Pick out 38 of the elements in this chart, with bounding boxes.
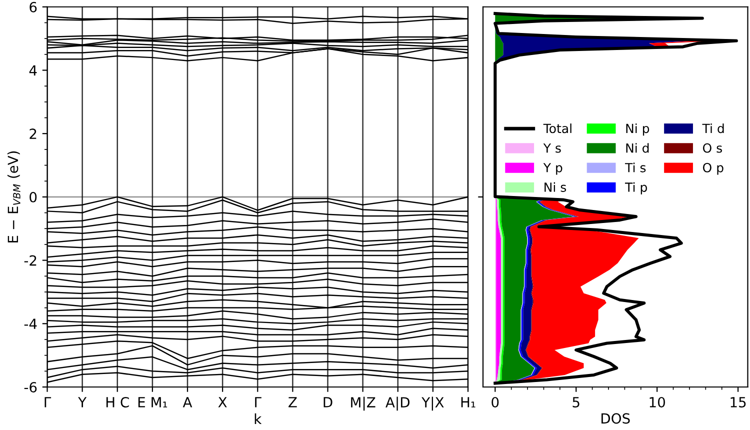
legend-label: Ti d	[702, 123, 724, 134]
legend-label: Ni p	[626, 123, 650, 136]
x-axis-title: DOS	[602, 413, 630, 424]
x-tick-label: H C	[106, 396, 129, 408]
y-tick-label: -6	[24, 382, 37, 392]
x-tick-label: M|Z	[351, 396, 376, 411]
x-tick-label: 0	[492, 396, 499, 408]
legend-label: Ni s	[544, 182, 566, 192]
y-tick-label: 4	[29, 65, 37, 76]
x-tick-label: A	[182, 397, 192, 408]
legend-label: O s	[702, 143, 722, 153]
x-tick-label: E M₁	[138, 397, 168, 408]
x-tick-label: A|D	[386, 396, 410, 411]
legend-label: Ni d	[626, 143, 649, 153]
legend-label: Y s	[543, 143, 561, 153]
x-tick-label: 5	[572, 397, 580, 408]
legend-label: Total	[543, 123, 572, 134]
x-tick-label: Z	[288, 397, 297, 408]
y-axis-title: E − E$_{VBM}$ (eV)	[7, 151, 20, 242]
y-tick-label: 0	[30, 192, 37, 202]
y-tick-label: -2	[24, 255, 36, 266]
x-tick-label: D	[324, 397, 332, 408]
y-tick-label: 2	[30, 128, 36, 139]
x-tick-label: X	[218, 397, 227, 408]
x-tick-label: Y|X	[422, 396, 444, 411]
legend-label: Y p	[543, 163, 562, 175]
x-tick-label: 15	[730, 397, 746, 408]
x-axis-title: k	[254, 413, 262, 424]
x-tick-label: Γ	[255, 397, 262, 408]
legend-label: Ti p	[625, 182, 647, 194]
x-tick-label: 10	[650, 396, 665, 408]
x-tick-label: H₁	[461, 397, 476, 408]
y-tick-label: -4	[24, 318, 37, 329]
x-tick-label: Y	[78, 397, 87, 408]
y-tick-label: 6	[30, 2, 37, 12]
legend-label: Ti s	[625, 162, 646, 172]
x-tick-label: Γ	[44, 397, 52, 408]
legend-label: O p	[702, 162, 724, 175]
